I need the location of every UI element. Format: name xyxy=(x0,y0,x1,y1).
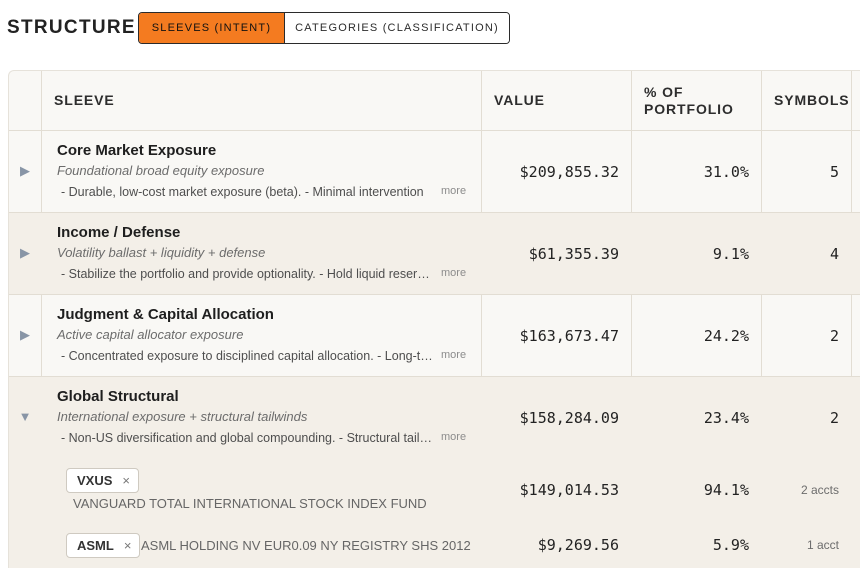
more-link[interactable]: more xyxy=(441,431,467,443)
more-link[interactable]: more xyxy=(441,349,467,361)
column-header-value[interactable]: VALUE xyxy=(494,92,545,108)
sleeve-pct: 23.4% xyxy=(703,409,749,427)
sleeve-subtitle: Volatility ballast + liquidity + defense xyxy=(57,245,266,260)
sleeve-value: $209,855.32 xyxy=(519,163,619,181)
sleeve-description: - Concentrated exposure to disciplined c… xyxy=(61,349,433,363)
symbol-chip-vxus[interactable]: VXUS × xyxy=(66,468,139,493)
holding-pct: 94.1% xyxy=(703,481,749,499)
sleeve-value: $158,284.09 xyxy=(519,409,619,427)
column-divider xyxy=(41,71,42,568)
symbol-label: VXUS xyxy=(77,473,113,488)
sleeve-description: - Stabilize the portfolio and provide op… xyxy=(61,267,433,281)
sleeve-symbols: 2 xyxy=(829,327,839,345)
remove-icon[interactable]: × xyxy=(123,538,132,553)
structure-header: STRUCTURE SLEEVES (INTENT) CATEGORIES (C… xyxy=(0,0,860,60)
sleeve-subtitle: Foundational broad equity exposure xyxy=(57,163,265,178)
tab-sleeves-intent[interactable]: SLEEVES (INTENT) xyxy=(139,13,285,43)
sleeve-pct: 31.0% xyxy=(703,163,749,181)
sleeve-symbols: 4 xyxy=(829,245,839,263)
column-header-pct-line2: PORTFOLIO xyxy=(644,100,734,117)
sleeve-pct: 24.2% xyxy=(703,327,749,345)
sleeve-name: Income / Defense xyxy=(57,224,181,241)
sleeve-value: $163,673.47 xyxy=(519,327,619,345)
expand-icon[interactable]: ▶ xyxy=(20,163,30,178)
sleeve-name: Judgment & Capital Allocation xyxy=(57,306,274,323)
sleeve-symbols: 5 xyxy=(829,163,839,181)
table-row-expanded[interactable]: ▼ Global Structural International exposu… xyxy=(9,376,860,568)
sleeve-symbols: 2 xyxy=(829,409,839,427)
sleeve-description: - Non-US diversification and global comp… xyxy=(61,431,433,445)
column-header-sleeve[interactable]: SLEEVE xyxy=(54,92,115,108)
sleeve-subtitle: International exposure + structural tail… xyxy=(57,409,308,424)
page-title: STRUCTURE xyxy=(7,17,136,38)
holding-value: $149,014.53 xyxy=(519,481,619,499)
view-toggle: SLEEVES (INTENT) CATEGORIES (CLASSIFICAT… xyxy=(138,12,510,44)
column-header-pct-line1: % OF xyxy=(644,83,684,100)
more-link[interactable]: more xyxy=(441,185,467,197)
column-header-symbols[interactable]: SYMBOLS xyxy=(774,92,850,108)
sleeve-description: - Durable, low-cost market exposure (bet… xyxy=(61,185,424,199)
holding-value: $9,269.56 xyxy=(537,536,619,554)
tab-categories-classification[interactable]: CATEGORIES (CLASSIFICATION) xyxy=(285,13,509,43)
fund-name: ASML HOLDING NV EUR0.09 NY REGISTRY SHS … xyxy=(141,538,471,553)
expand-icon[interactable]: ▶ xyxy=(20,327,30,342)
table-row[interactable]: ▶ Judgment & Capital Allocation Active c… xyxy=(9,294,860,376)
sleeves-table: SLEEVE VALUE % OF PORTFOLIO SYMBOLS ▶ Co… xyxy=(8,70,860,568)
holding-accounts: 1 acct xyxy=(806,538,839,552)
expand-icon[interactable]: ▶ xyxy=(20,245,30,260)
table-row[interactable]: ▶ Income / Defense Volatility ballast + … xyxy=(9,212,860,294)
remove-icon[interactable]: × xyxy=(122,473,130,488)
sleeve-subtitle: Active capital allocator exposure xyxy=(57,327,244,342)
column-header-pct[interactable]: % OF PORTFOLIO xyxy=(644,71,734,130)
symbol-label: ASML xyxy=(77,538,114,553)
table-row[interactable]: ▶ Core Market Exposure Foundational broa… xyxy=(9,130,860,212)
more-link[interactable]: more xyxy=(441,267,467,279)
sleeve-name: Global Structural xyxy=(57,388,179,405)
sleeve-pct: 9.1% xyxy=(712,245,749,263)
sleeve-value: $61,355.39 xyxy=(528,245,619,263)
holding-accounts: 2 accts xyxy=(800,483,839,497)
fund-name: VANGUARD TOTAL INTERNATIONAL STOCK INDEX… xyxy=(73,496,427,511)
sleeve-name: Core Market Exposure xyxy=(57,142,217,159)
holding-pct: 5.9% xyxy=(712,536,749,554)
symbol-chip-asml[interactable]: ASML × xyxy=(66,533,141,558)
collapse-icon[interactable]: ▼ xyxy=(18,409,32,424)
